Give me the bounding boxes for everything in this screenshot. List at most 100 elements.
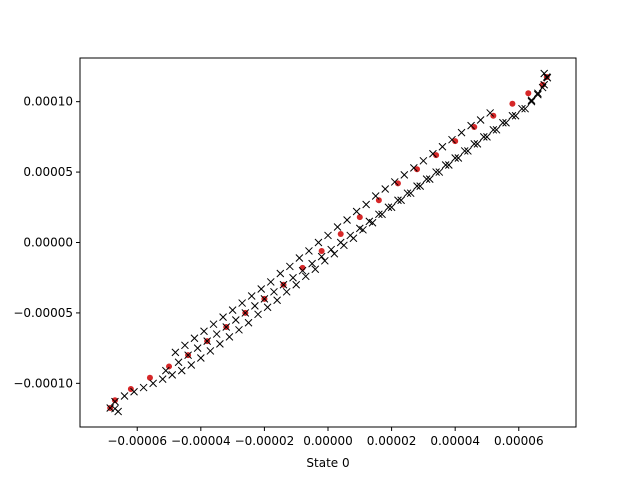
data-point-x <box>235 325 243 334</box>
data-point-x <box>301 272 310 281</box>
x-marker-stroke <box>219 313 227 321</box>
data-point-x <box>527 96 536 105</box>
x-marker-stroke <box>352 207 361 216</box>
data-point-x <box>203 337 212 345</box>
x-marker-stroke <box>387 203 396 212</box>
data-point-x <box>273 296 281 305</box>
data-point-x <box>120 392 129 400</box>
data-point-x <box>489 125 498 134</box>
x-tick-label: −0.00004 <box>171 434 231 448</box>
x-marker-stroke <box>295 254 304 262</box>
data-point-x <box>397 196 405 205</box>
data-point-x <box>454 154 463 162</box>
data-point-x <box>266 278 275 286</box>
x-marker-stroke <box>397 196 405 205</box>
data-point-x <box>282 287 291 296</box>
data-point-x <box>521 104 529 113</box>
x-tick-label: 0.00002 <box>367 434 417 448</box>
data-point-x <box>409 164 418 172</box>
x-marker-stroke <box>177 366 186 375</box>
x-marker-stroke <box>470 140 479 148</box>
data-point-x <box>378 210 386 219</box>
data-point-x <box>111 404 119 413</box>
x-marker-stroke <box>187 361 196 369</box>
x-tick-label: −0.00002 <box>235 434 295 448</box>
data-point-x <box>375 210 383 219</box>
x-marker-stroke <box>203 337 212 345</box>
data-point-x <box>196 354 205 362</box>
x-marker-stroke <box>464 147 472 155</box>
x-marker-stroke <box>451 154 460 162</box>
x-marker-stroke <box>311 265 320 274</box>
x-marker-stroke <box>419 156 428 165</box>
x-marker-stroke <box>435 168 444 176</box>
x-marker-stroke <box>231 316 240 324</box>
x-marker-stroke <box>298 266 307 275</box>
data-point-x <box>308 259 316 268</box>
x-marker-stroke <box>235 325 243 334</box>
x-marker-stroke <box>540 69 549 78</box>
data-point-dot <box>356 214 363 221</box>
x-marker-stroke <box>518 104 526 113</box>
data-point-x <box>403 189 412 198</box>
x-marker-stroke <box>448 135 456 144</box>
x-marker-stroke <box>276 269 285 278</box>
data-point-dot <box>433 152 440 159</box>
data-point-x <box>540 80 549 89</box>
data-point-x <box>206 347 215 355</box>
data-point-x <box>352 207 361 216</box>
x-marker-stroke <box>454 154 463 162</box>
x-marker-stroke <box>301 272 310 281</box>
x-marker-stroke <box>543 73 552 82</box>
data-point-x <box>149 379 157 388</box>
data-point-x <box>492 125 501 134</box>
x-marker-stroke <box>527 96 536 105</box>
data-point-x <box>343 216 351 224</box>
data-point-dot <box>375 197 382 204</box>
x-marker-stroke <box>260 294 269 303</box>
x-marker-stroke <box>483 133 491 141</box>
data-point-x <box>533 89 542 98</box>
x-tick-label: −0.00006 <box>107 434 167 448</box>
x-marker-stroke <box>336 238 345 247</box>
x-marker-stroke <box>473 140 482 148</box>
x-marker-stroke <box>365 217 374 226</box>
data-point-x <box>413 182 421 191</box>
x-tick-label: 0.00006 <box>494 434 544 448</box>
data-point-x <box>486 109 495 117</box>
data-point-x <box>244 318 253 327</box>
x-marker-stroke <box>228 306 237 314</box>
y-tick-label: 0.00005 <box>23 165 73 179</box>
data-point-dot <box>509 100 516 107</box>
x-marker-stroke <box>346 231 355 240</box>
data-point-x <box>276 269 285 278</box>
data-point-x <box>327 245 336 254</box>
x-marker-stroke <box>317 252 326 261</box>
data-point-x <box>130 387 138 396</box>
x-marker-stroke <box>158 375 167 383</box>
data-point-x <box>168 371 177 379</box>
x-marker-stroke <box>381 185 390 193</box>
data-point-x <box>464 147 472 155</box>
data-point-dot <box>337 231 344 238</box>
x-marker-stroke <box>362 200 371 209</box>
data-point-x <box>422 175 431 183</box>
data-point-x <box>247 292 256 300</box>
x-marker-stroke <box>499 118 507 127</box>
x-marker-stroke <box>241 309 250 317</box>
x-marker-stroke <box>200 327 208 336</box>
x-axis-label: State 0 <box>306 456 349 470</box>
data-point-dot <box>318 247 325 254</box>
data-point-x <box>336 238 345 247</box>
x-marker-stroke <box>390 178 399 186</box>
x-marker-stroke <box>527 97 536 106</box>
data-point-x <box>511 111 520 120</box>
data-point-x <box>400 171 409 179</box>
x-marker-stroke <box>486 109 495 117</box>
data-point-x <box>241 309 250 317</box>
data-point-x <box>476 116 485 124</box>
x-marker-stroke <box>222 323 231 331</box>
data-point-x <box>285 262 294 271</box>
x-marker-stroke <box>285 262 294 271</box>
